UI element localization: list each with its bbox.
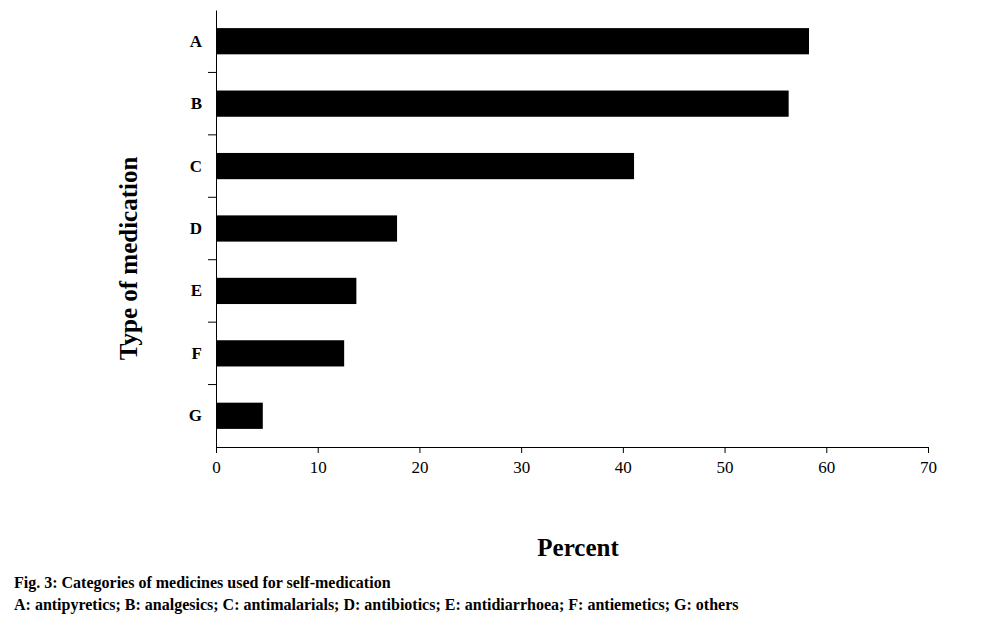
- x-tick-mark: [725, 447, 726, 453]
- x-tick-mark: [521, 447, 522, 453]
- x-tick-label: 30: [513, 458, 530, 477]
- y-tick-label: C: [190, 157, 202, 176]
- x-tick-label: 60: [818, 458, 835, 477]
- caption-legend: A: antipyretics; B: analgesics; C: antim…: [14, 596, 738, 614]
- y-tick-label: G: [189, 406, 202, 425]
- y-axis-title: Type of medication: [115, 157, 142, 361]
- y-tick-label: E: [191, 281, 202, 300]
- y-tick-label: D: [190, 219, 202, 238]
- x-tick-label: 70: [920, 458, 937, 477]
- x-tick-mark: [623, 447, 624, 453]
- y-tick: D: [190, 219, 216, 238]
- bar: [216, 153, 634, 179]
- y-tick-label: B: [191, 94, 202, 113]
- caption-title: Fig. 3: Categories of medicines used for…: [14, 574, 391, 592]
- y-axis-line: [216, 11, 217, 448]
- y-tick: C: [190, 157, 216, 176]
- y-divider: [208, 197, 216, 198]
- x-tick: 40: [615, 447, 632, 477]
- y-tick: G: [189, 406, 216, 425]
- x-axis: 0 10 20 30 40 50 60 70: [212, 447, 937, 477]
- bar: [216, 28, 809, 54]
- bar: [216, 403, 263, 429]
- y-axis: A B C D E F G: [189, 11, 217, 448]
- x-tick: 30: [513, 447, 530, 477]
- x-tick-mark: [928, 447, 929, 453]
- y-divider: [208, 384, 216, 385]
- y-divider: [208, 134, 216, 135]
- x-tick-mark: [216, 447, 217, 453]
- y-tick: F: [192, 344, 216, 363]
- x-tick-label: 20: [411, 458, 428, 477]
- bar: [216, 340, 344, 366]
- x-tick: 20: [411, 447, 428, 477]
- chart: 0 10 20 30 40 50 60 70 A B C D E F G Percent Type of med…: [0, 0, 988, 627]
- x-tick: 60: [818, 447, 835, 477]
- x-tick-label: 0: [212, 458, 221, 477]
- bars: [216, 28, 809, 429]
- x-tick-mark: [318, 447, 319, 453]
- x-tick: 50: [717, 447, 734, 477]
- y-divider: [208, 322, 216, 323]
- x-tick-mark: [419, 447, 420, 453]
- x-tick: 70: [920, 447, 937, 477]
- x-axis-line: [217, 448, 929, 454]
- x-tick: 0: [212, 447, 221, 477]
- x-tick-label: 10: [310, 458, 327, 477]
- y-tick: E: [191, 281, 216, 300]
- y-dividers: [208, 72, 216, 384]
- y-divider: [208, 72, 216, 73]
- x-tick: 10: [310, 447, 327, 477]
- y-divider: [208, 259, 216, 260]
- bar: [216, 278, 356, 304]
- x-tick-label: 40: [615, 458, 632, 477]
- x-axis-title: Percent: [537, 534, 619, 561]
- x-tick-label: 50: [717, 458, 734, 477]
- y-tick-label: F: [192, 344, 202, 363]
- y-tick-label: A: [190, 32, 203, 51]
- bar: [216, 91, 789, 117]
- y-tick: A: [190, 32, 216, 51]
- x-tick-mark: [826, 447, 827, 453]
- y-tick: B: [191, 94, 216, 113]
- bar: [216, 215, 397, 241]
